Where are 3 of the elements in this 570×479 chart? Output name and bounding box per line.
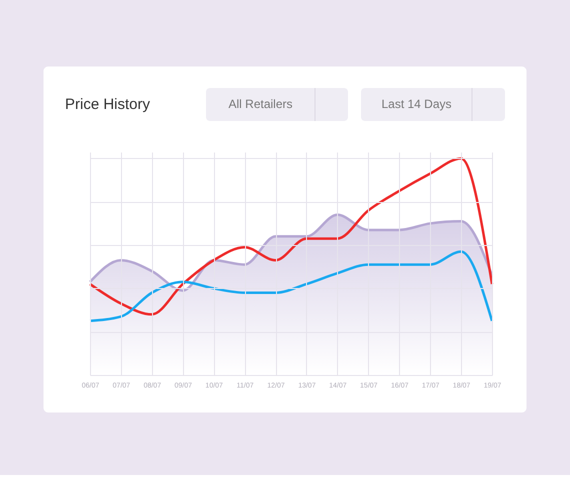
chart-title: Price History [65, 96, 151, 113]
text: Last 14 Days [381, 97, 452, 111]
text: All Retailers [228, 97, 293, 111]
